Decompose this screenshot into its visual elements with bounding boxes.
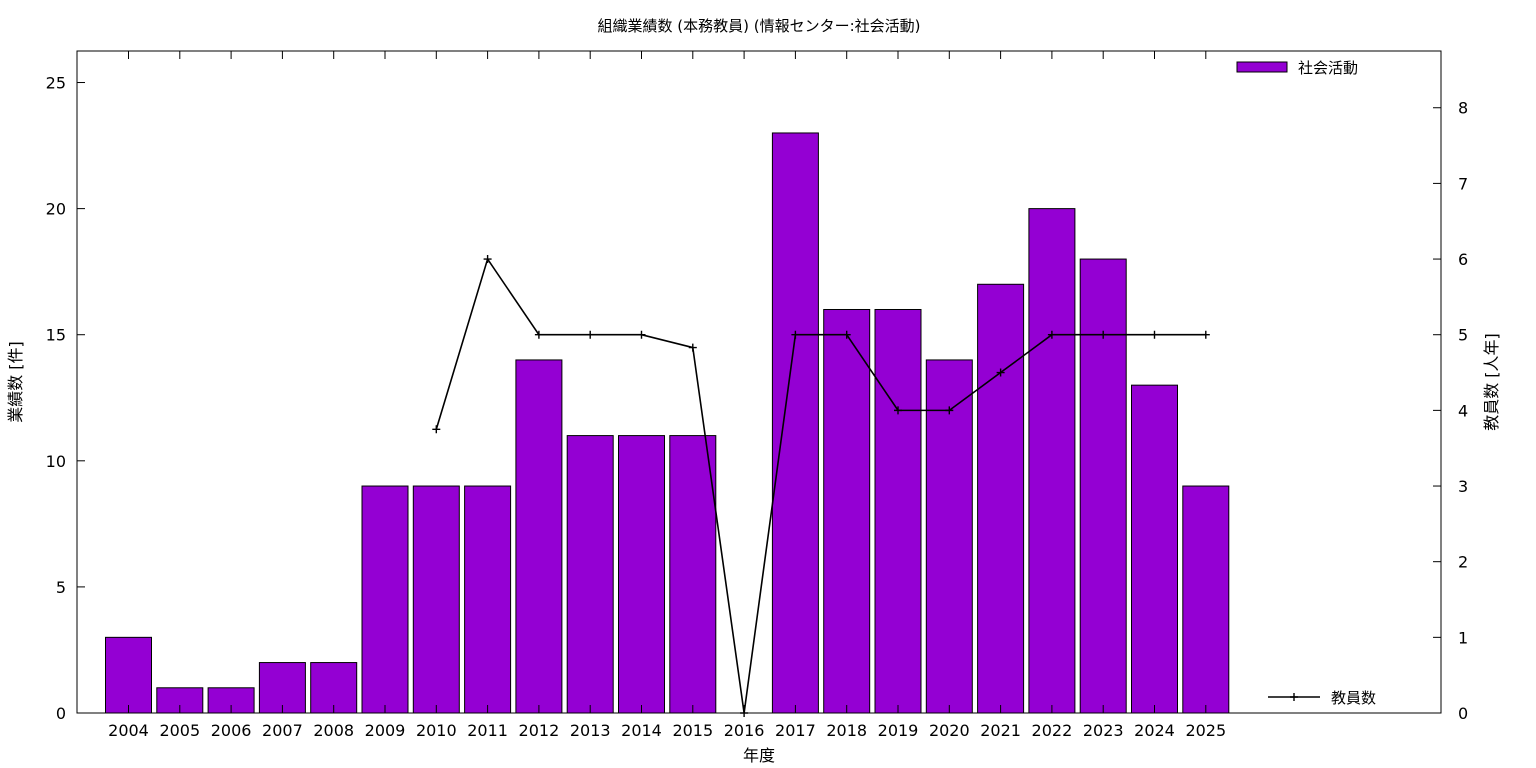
line-point-2013 xyxy=(586,330,595,339)
y2-tick-label-1: 1 xyxy=(1458,628,1468,647)
line-point-2014 xyxy=(637,330,646,339)
bar-2015 xyxy=(669,435,717,714)
line-point-2023 xyxy=(1099,330,1108,339)
bar-2019 xyxy=(874,308,922,714)
y-tick-label-0: 0 xyxy=(56,704,66,723)
legend-line-label: 教員数 xyxy=(1331,689,1376,707)
x-tick-label-2011: 2011 xyxy=(467,721,508,740)
bar-2007 xyxy=(258,662,306,714)
x-tick-label-2020: 2020 xyxy=(929,721,970,740)
x-tick-label-2022: 2022 xyxy=(1032,721,1073,740)
x-tick-label-2013: 2013 xyxy=(570,721,611,740)
legend-bar-swatch xyxy=(1236,61,1288,73)
y-axis-label: 業績数 [件] xyxy=(6,341,25,423)
line-point-2015 xyxy=(688,343,697,352)
line-point-2024 xyxy=(1150,330,1159,339)
line-path xyxy=(435,257,1206,714)
x-tick-label-2006: 2006 xyxy=(211,721,252,740)
bar-2008 xyxy=(310,662,358,714)
bar-series xyxy=(105,132,1230,714)
legend-bar-entry: 社会活動 xyxy=(1236,59,1358,77)
y-tick-label-25: 25 xyxy=(46,74,66,93)
x-axis-label: 年度 xyxy=(743,746,775,765)
line-series xyxy=(432,255,1210,717)
y2-tick-label-0: 0 xyxy=(1458,704,1468,723)
x-tick-label-2012: 2012 xyxy=(519,721,560,740)
line-point-2025 xyxy=(1201,330,1210,339)
x-tick-label-2021: 2021 xyxy=(980,721,1021,740)
x-tick-label-2010: 2010 xyxy=(416,721,457,740)
bar-2021 xyxy=(977,283,1025,714)
y2-tick-label-6: 6 xyxy=(1458,250,1468,269)
bar-2011 xyxy=(464,485,512,714)
x-tick-label-2005: 2005 xyxy=(159,721,200,740)
chart-title: 組織業績数 (本務教員) (情報センター:社会活動) xyxy=(597,17,920,35)
bar-2010 xyxy=(412,485,460,714)
x-tick-label-2018: 2018 xyxy=(826,721,867,740)
legend-line-marker xyxy=(1290,693,1298,701)
bar-2024 xyxy=(1131,384,1178,714)
line-point-2020 xyxy=(945,406,954,415)
x-tick-label-2008: 2008 xyxy=(313,721,354,740)
line-point-2012 xyxy=(534,330,543,339)
plot-frame xyxy=(76,50,1442,714)
bar-2012 xyxy=(515,359,563,714)
y2-tick-label-7: 7 xyxy=(1458,174,1468,193)
bar-2020 xyxy=(925,359,973,714)
x-tick-label-2009: 2009 xyxy=(365,721,406,740)
line-point-2019 xyxy=(894,406,902,415)
y-tick-label-10: 10 xyxy=(46,452,66,471)
y-tick-label-20: 20 xyxy=(46,200,66,219)
y2-tick-label-8: 8 xyxy=(1458,99,1468,118)
y-tick-label-15: 15 xyxy=(46,326,66,345)
x-tick-label-2014: 2014 xyxy=(621,721,662,740)
y2-axis-label: 教員数 [人年] xyxy=(1482,333,1501,431)
x-tick-label-2019: 2019 xyxy=(878,721,919,740)
line-point-2022 xyxy=(1047,330,1056,339)
y2-tick-label-4: 4 xyxy=(1458,401,1468,420)
y2-tick-label-2: 2 xyxy=(1458,553,1468,572)
bar-2018 xyxy=(823,308,871,714)
bar-2025 xyxy=(1182,485,1230,714)
y2-tick-label-5: 5 xyxy=(1458,326,1468,345)
x-axis: 2004 2005 2006 2007 2008 2009 2010 2011 2012 2013… xyxy=(108,51,1226,740)
bar-2023 xyxy=(1079,258,1127,714)
x-tick-label-2015: 2015 xyxy=(672,721,713,740)
x-tick-label-2007: 2007 xyxy=(262,721,303,740)
x-tick-label-2025: 2025 xyxy=(1185,721,1226,740)
legend-bar-label: 社会活動 xyxy=(1298,59,1358,77)
x-tick-label-2024: 2024 xyxy=(1134,721,1175,740)
bar-2022 xyxy=(1028,208,1076,714)
line-point-2010 xyxy=(432,425,441,434)
y2-tick-label-3: 3 xyxy=(1458,477,1468,496)
line-point-2017 xyxy=(791,330,800,339)
x-tick-label-2016: 2016 xyxy=(724,721,765,740)
bar-2013 xyxy=(566,435,614,714)
x-tick-label-2023: 2023 xyxy=(1083,721,1124,740)
y-axis-right: 0 1 2 3 4 5 6 7 8 xyxy=(1433,99,1468,723)
line-point-2021 xyxy=(996,368,1005,377)
legend-line-entry: 教員数 xyxy=(1268,689,1376,707)
line-point-2011 xyxy=(483,255,492,264)
line-point-2018 xyxy=(842,330,851,339)
bar-2004 xyxy=(105,636,152,714)
bar-2014 xyxy=(618,435,665,714)
x-tick-label-2004: 2004 xyxy=(108,721,149,740)
y-tick-label-5: 5 xyxy=(56,578,66,597)
y-axis-left: 0 5 10 15 20 25 xyxy=(46,74,85,723)
bar-2017 xyxy=(771,132,819,714)
bar-2009 xyxy=(361,485,409,714)
x-tick-label-2017: 2017 xyxy=(775,721,816,740)
